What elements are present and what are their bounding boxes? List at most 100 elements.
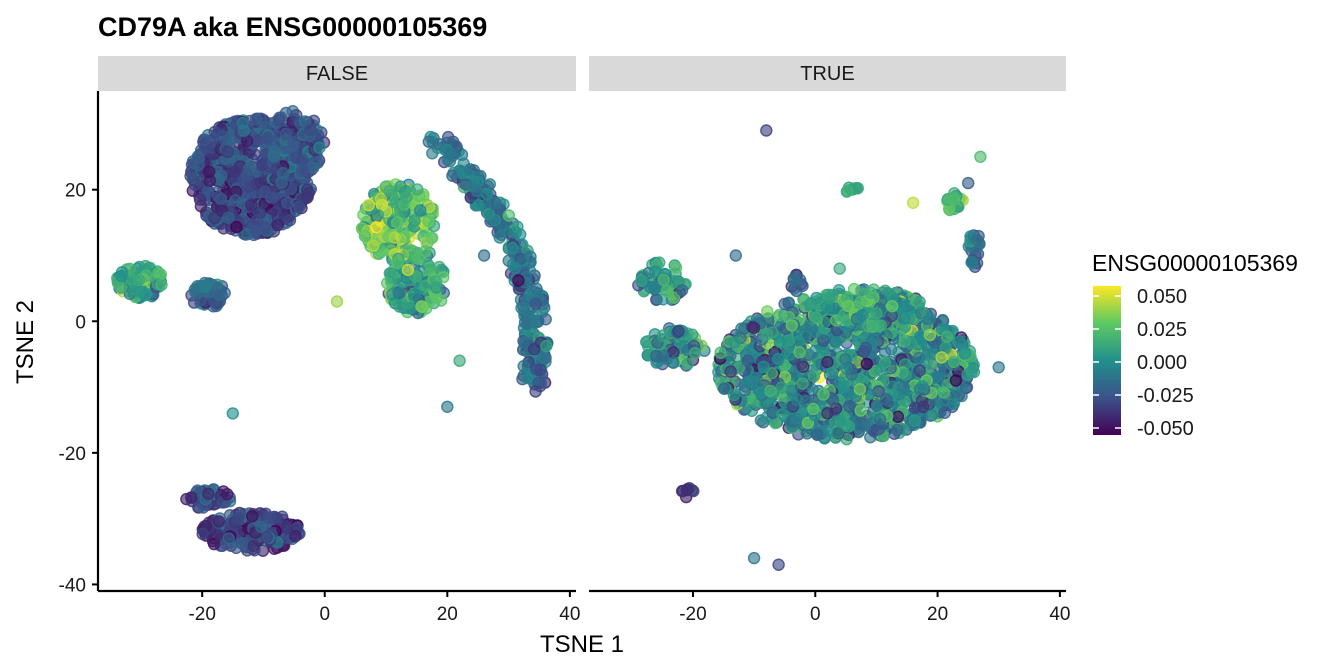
cell-point (529, 297, 543, 310)
facet-label-false: FALSE (306, 63, 368, 85)
cell-point (222, 211, 235, 225)
cell-point (778, 297, 791, 311)
cell-point (402, 245, 415, 259)
cell-point (717, 382, 731, 395)
y-tick-label: 0 (75, 312, 86, 333)
cell-point (799, 330, 812, 343)
cell-point (268, 145, 281, 159)
x-tick-label: 0 (319, 604, 330, 625)
cell-point (667, 356, 680, 369)
outlier-point (949, 374, 963, 387)
cell-point (456, 165, 469, 178)
cell-point (228, 165, 241, 179)
cell-point (842, 299, 855, 313)
outlier-point (330, 295, 344, 308)
cell-point (401, 263, 415, 277)
cell-point (240, 168, 253, 181)
cell-point (656, 329, 670, 342)
cell-point (422, 214, 435, 228)
cell-point (649, 349, 663, 363)
legend-label: 0.050 (1137, 286, 1187, 308)
cell-point (370, 233, 383, 246)
cell-point (870, 307, 883, 320)
cell-point (657, 273, 671, 287)
cell-point (422, 135, 435, 148)
cell-point (886, 300, 899, 313)
cell-point (905, 337, 918, 350)
cell-point (214, 169, 228, 182)
cell-point (152, 267, 165, 280)
cell-point (810, 428, 824, 441)
cell-point (841, 184, 854, 197)
cell-point (714, 346, 727, 359)
cell-point (132, 273, 146, 287)
cell-point (502, 209, 516, 222)
cell-point (304, 123, 317, 137)
cell-point (255, 520, 268, 534)
cell-point (935, 351, 948, 364)
cell-point (826, 366, 839, 379)
cell-point (184, 491, 198, 504)
cell-point (307, 161, 320, 175)
cell-point (947, 193, 961, 206)
chart-title: CD79A aka ENSG00000105369 (98, 12, 487, 42)
cell-point (370, 220, 383, 234)
cell-point (273, 113, 286, 127)
cell-point (796, 377, 809, 390)
cell-point (874, 363, 887, 377)
cell-point (261, 132, 274, 145)
cell-point (845, 368, 858, 381)
cell-point (221, 145, 235, 159)
legend-label: 0.000 (1137, 352, 1187, 374)
legend-colorbar (1093, 286, 1121, 435)
cell-point (854, 295, 867, 309)
cell-point (807, 402, 820, 416)
cell-point (540, 339, 553, 353)
cell-point (262, 511, 276, 524)
cell-point (231, 512, 245, 525)
cell-point (539, 313, 552, 326)
cell-point (672, 325, 685, 338)
cell-point (528, 343, 541, 356)
cell-point (283, 214, 297, 227)
cell-point (511, 220, 524, 233)
cell-point (843, 400, 856, 413)
cell-point (947, 355, 961, 369)
cell-point (371, 208, 385, 222)
cell-point (134, 285, 147, 298)
outlier-point (906, 196, 920, 210)
cell-point (394, 199, 407, 213)
cell-point (675, 284, 689, 297)
cell-point (953, 335, 966, 348)
cell-point (854, 404, 867, 417)
cell-point (506, 241, 519, 255)
cell-point (388, 231, 401, 244)
cell-point (873, 412, 887, 426)
outlier-point (974, 150, 987, 164)
cell-point (393, 287, 406, 300)
cell-point (899, 368, 912, 381)
legend-label: -0.050 (1137, 418, 1194, 440)
cell-point (724, 365, 737, 378)
cell-point (355, 222, 369, 235)
cell-point (961, 368, 974, 381)
x-tick-label: 40 (1049, 604, 1070, 625)
cell-point (193, 193, 207, 206)
cell-point (300, 191, 314, 205)
cell-point (853, 417, 866, 431)
cell-point (913, 295, 926, 309)
cell-point (267, 191, 280, 204)
outlier-point (760, 124, 773, 137)
cell-point (208, 125, 221, 139)
cell-point (529, 385, 542, 398)
cell-point (236, 116, 249, 130)
cell-point (839, 353, 852, 366)
cell-point (276, 166, 290, 180)
cell-point (913, 364, 926, 377)
cell-point (902, 312, 915, 325)
cell-point (426, 147, 439, 160)
cell-point (289, 530, 302, 543)
cell-point (489, 196, 502, 210)
cell-point (379, 180, 392, 193)
